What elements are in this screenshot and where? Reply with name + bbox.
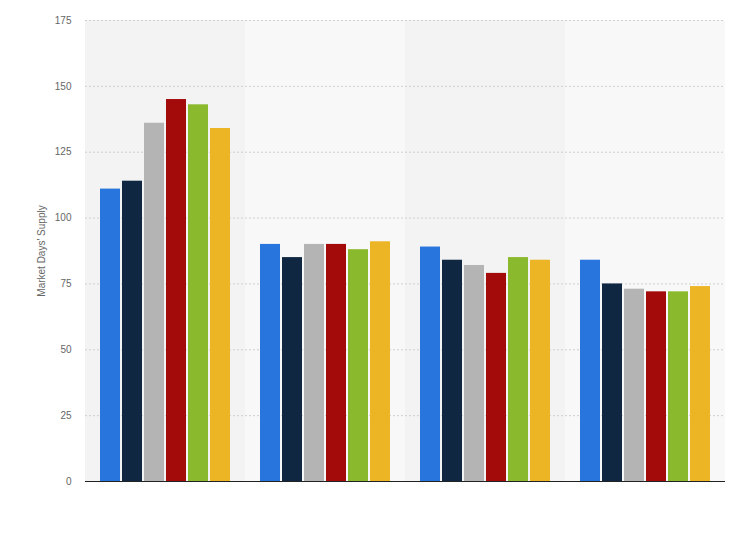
- svg-text:175: 175: [55, 15, 72, 26]
- svg-text:125: 125: [55, 146, 72, 157]
- svg-text:25: 25: [60, 410, 72, 421]
- svg-text:100: 100: [55, 212, 72, 223]
- svg-text:150: 150: [55, 81, 72, 92]
- svg-text:0: 0: [66, 476, 72, 487]
- svg-text:Market Days' Supply: Market Days' Supply: [36, 205, 47, 296]
- svg-text:75: 75: [60, 278, 72, 289]
- svg-text:50: 50: [60, 344, 72, 355]
